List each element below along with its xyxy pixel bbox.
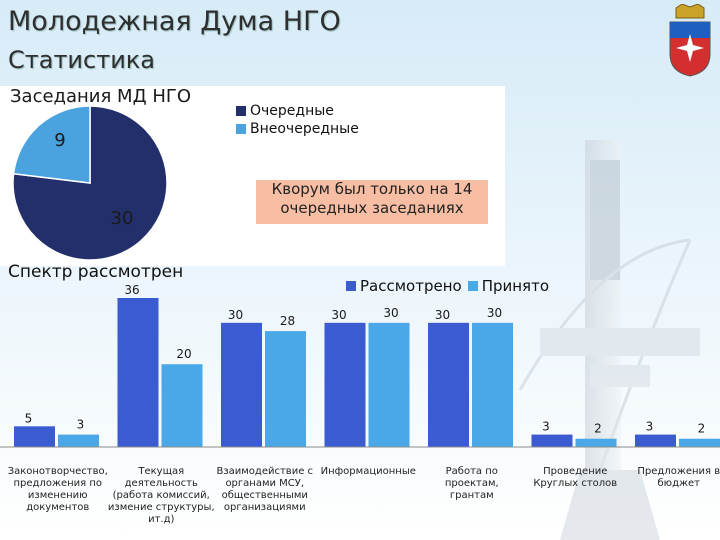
pie-slice-1 — [12, 105, 168, 261]
legend-swatch-regular — [236, 106, 246, 116]
category-label-line: измение структуры, — [107, 502, 215, 513]
bar-value-label-adopted-6: 2 — [594, 422, 602, 436]
category-label-line: грантам — [449, 490, 494, 501]
pie-data-label-1: 30 — [111, 208, 134, 229]
bar-adopted-5 — [472, 322, 513, 447]
category-label-7: Предложения в бюджет — [625, 466, 720, 490]
bar-considered-7 — [635, 434, 676, 447]
bar-adopted-6 — [575, 438, 617, 447]
category-label-4: Информационные — [315, 466, 423, 478]
category-label-line: Круглых столов — [533, 478, 618, 489]
category-label-line: документов — [26, 502, 90, 513]
category-label-line: Работа по проектам, — [444, 466, 499, 489]
pie-section-title: Заседания МД НГО — [10, 86, 192, 107]
bar-value-label-considered-6: 3 — [542, 420, 550, 434]
bar-considered-4 — [324, 322, 366, 447]
category-label-line: общественными — [221, 490, 308, 501]
bar-considered-6 — [531, 434, 573, 447]
bar-section-title: Спектр рассмотрен — [8, 262, 184, 282]
bar-considered-2 — [117, 298, 159, 447]
bar-value-label-adopted-2: 20 — [176, 347, 191, 361]
pie-data-label-2: 9 — [54, 130, 65, 151]
bar-value-label-adopted-1: 3 — [77, 418, 85, 432]
category-label-line: деятельность — [124, 478, 198, 489]
pie-legend: Очередные Внеочередные — [236, 102, 359, 138]
bar-value-label-considered-4: 30 — [331, 308, 346, 322]
pie-slice-2 — [12, 105, 91, 184]
bar-considered-5 — [428, 322, 469, 447]
category-label-line: Взаимодействие с — [216, 466, 314, 477]
category-label-line: Текущая — [138, 466, 185, 477]
bar-value-label-adopted-7: 2 — [698, 422, 706, 436]
legend-swatch-extraordinary — [236, 124, 246, 134]
legend-label-considered: Рассмотрено — [360, 277, 462, 295]
bar-adopted-2 — [161, 364, 203, 447]
category-label-line: ит.д) — [148, 514, 175, 525]
category-label-line: Законотворчество, — [7, 466, 108, 477]
category-label-line: предложения по — [13, 478, 102, 489]
bar-legend: Рассмотрено Принято — [346, 277, 555, 295]
bar-value-label-considered-5: 30 — [435, 308, 450, 322]
bar-adopted-7 — [679, 438, 720, 447]
category-label-line: Информационные — [320, 466, 416, 477]
legend-swatch-adopted — [467, 281, 478, 291]
bar-adopted-1 — [58, 434, 99, 447]
bar-value-label-considered-2: 36 — [124, 283, 139, 297]
legend-swatch-considered — [346, 281, 356, 291]
bar-value-label-considered-7: 3 — [646, 420, 654, 434]
legend-label-regular: Очередные — [250, 103, 334, 119]
bar-adopted-4 — [368, 322, 410, 447]
category-label-line: органами МСУ, — [225, 478, 305, 489]
page-title: Молодежная Дума НГО — [8, 6, 341, 37]
bar-value-label-considered-3: 30 — [228, 308, 243, 322]
bar-value-label-adopted-5: 30 — [487, 306, 502, 320]
category-label-1: Законотворчество, предложения по изменению… — [4, 466, 112, 514]
category-label-line: Предложения в — [637, 466, 720, 477]
quorum-note: Кворум был только на 14 очередных заседа… — [256, 180, 488, 224]
page-subtitle: Статистика — [8, 46, 155, 74]
bar-value-label-adopted-4: 30 — [383, 306, 398, 320]
bar-adopted-3 — [265, 331, 306, 447]
coat-of-arms-logo — [664, 4, 716, 78]
bar-considered-3 — [221, 322, 262, 447]
category-label-6: Проведение Круглых столов — [522, 466, 630, 490]
bar-value-label-adopted-3: 28 — [280, 314, 295, 328]
legend-label-adopted: Принято — [481, 277, 549, 295]
category-label-2: Текущая деятельность (работа комиссий, изме… — [108, 466, 216, 526]
bar-considered-1 — [14, 426, 55, 447]
category-label-line: (работа комиссий, — [112, 490, 210, 501]
category-label-line: Проведение — [543, 466, 608, 477]
legend-label-extraordinary: Внеочередные — [250, 121, 359, 137]
category-label-line: изменению — [27, 490, 88, 501]
category-label-line: организациями — [223, 502, 306, 513]
category-label-line: бюджет — [657, 478, 701, 489]
category-label-3: Взаимодействие с органами МСУ, общественны… — [211, 466, 319, 514]
bar-value-label-considered-1: 5 — [25, 411, 33, 425]
category-label-5: Работа по проектам, грантам — [418, 466, 526, 502]
